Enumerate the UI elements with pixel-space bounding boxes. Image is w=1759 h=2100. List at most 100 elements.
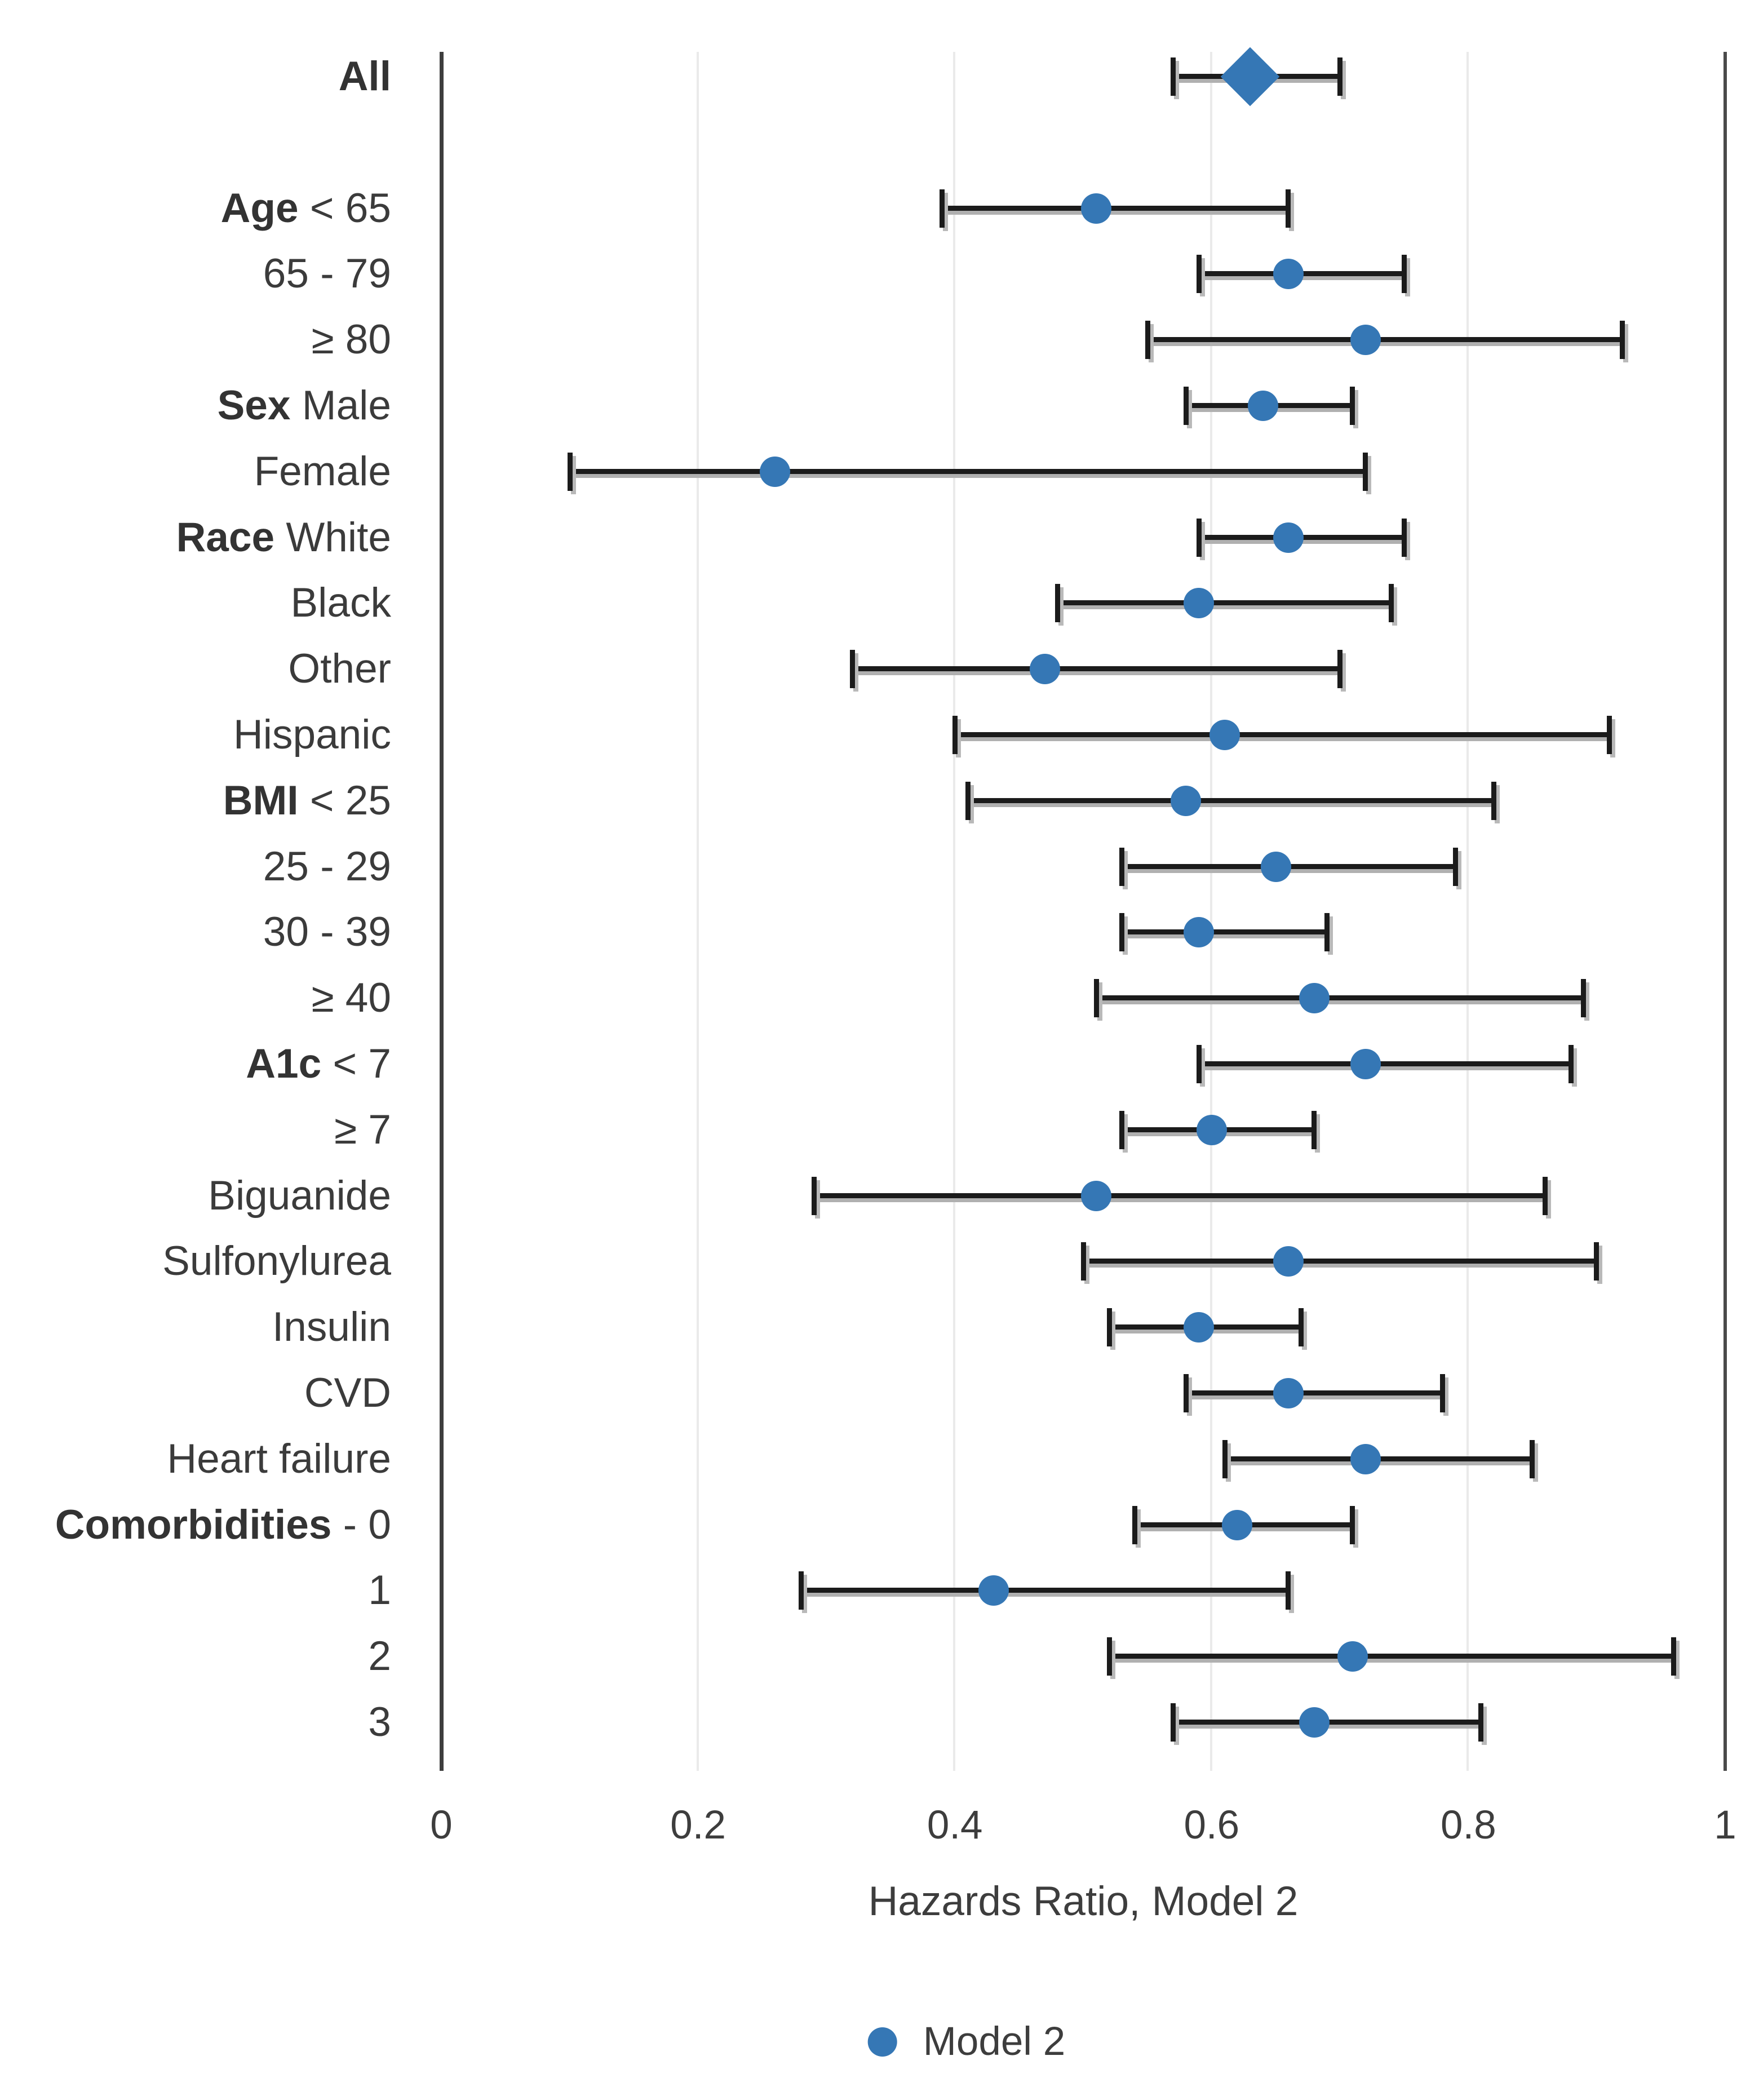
ci-cap-right — [1606, 716, 1612, 754]
row-label: 25 - 29 — [0, 835, 391, 898]
gridline — [1209, 52, 1212, 1771]
ci-cap-left — [1055, 584, 1061, 623]
point-marker-diamond — [1220, 47, 1280, 107]
row-label-text: ≥ 80 — [311, 317, 391, 363]
ci-cap-right — [1312, 1110, 1317, 1149]
row-label-text: Sulfonylurea — [162, 1238, 391, 1284]
ci-cap-right — [1491, 781, 1496, 820]
ci-cap-right — [1568, 1045, 1574, 1083]
legend: Model 2 — [867, 2019, 1065, 2064]
point-marker-circle — [1184, 917, 1215, 948]
row-label-text: < 25 — [298, 777, 391, 823]
row-label-text: < 65 — [298, 185, 391, 231]
x-axis-title: Hazards Ratio, Model 2 — [868, 1879, 1299, 1924]
row-label: Sex Male — [0, 374, 391, 437]
row-label: ≥ 80 — [0, 308, 391, 371]
point-marker-circle — [1184, 1312, 1215, 1343]
row-label: ≥ 7 — [0, 1098, 391, 1162]
point-marker-circle — [1247, 391, 1278, 421]
row-label-text: - 0 — [331, 1501, 391, 1548]
ci-cap-right — [1286, 189, 1291, 228]
ci-line — [967, 798, 1494, 803]
point-marker-circle — [1299, 1707, 1330, 1738]
ci-cap-left — [811, 1176, 817, 1215]
ci-cap-left — [1184, 1374, 1189, 1412]
gridline — [953, 52, 956, 1771]
row-label-text: 3 — [368, 1699, 391, 1745]
row-label-text: Male — [290, 383, 391, 428]
row-label-text: Female — [254, 448, 391, 494]
point-marker-circle — [1171, 785, 1202, 816]
row-label: Age < 65 — [0, 177, 391, 240]
ci-cap-left — [567, 452, 573, 491]
point-marker-circle — [1350, 325, 1381, 356]
ci-cap-right — [1671, 1637, 1676, 1676]
ci-line — [1122, 929, 1327, 935]
row-label: Heart failure — [0, 1428, 391, 1491]
legend-marker-icon — [867, 2027, 897, 2057]
row-label: BMI < 25 — [0, 769, 391, 832]
point-marker-circle — [1273, 259, 1304, 290]
ci-line — [569, 468, 1366, 474]
row-label-text: 25 - 29 — [263, 843, 391, 889]
ci-cap-left — [1081, 1242, 1086, 1281]
plot-right-border-line — [1723, 52, 1727, 1771]
ci-cap-left — [1171, 57, 1176, 96]
ci-cap-left — [940, 189, 945, 228]
row-label: Biguanide — [0, 1164, 391, 1228]
row-label-bold: A1c — [246, 1041, 322, 1087]
row-label: 2 — [0, 1625, 391, 1688]
row-label-bold: BMI — [223, 777, 299, 823]
point-marker-circle — [1299, 983, 1330, 1014]
y-axis-line — [440, 52, 444, 1771]
row-label-text: ≥ 40 — [311, 975, 391, 1021]
point-marker-circle — [1184, 588, 1215, 619]
ci-line — [813, 1193, 1546, 1198]
ci-cap-right — [1337, 57, 1342, 96]
row-label-text: CVD — [304, 1370, 391, 1416]
x-tick-label: 0.2 — [670, 1803, 726, 1848]
row-label-bold: Age — [220, 185, 299, 231]
row-label-text: Biguanide — [208, 1172, 391, 1219]
ci-cap-right — [1478, 1703, 1484, 1742]
ci-line — [1109, 1654, 1674, 1659]
row-label-text: 1 — [368, 1567, 391, 1614]
ci-cap-right — [1324, 913, 1330, 952]
row-label: Race White — [0, 506, 391, 569]
row-label: 30 - 39 — [0, 901, 391, 964]
ci-cap-left — [849, 650, 855, 689]
row-label-bold: Race — [176, 514, 275, 560]
ci-line — [1057, 600, 1392, 606]
ci-cap-left — [952, 716, 958, 754]
ci-cap-right — [1299, 1308, 1304, 1347]
point-marker-circle — [1080, 193, 1111, 224]
ci-cap-right — [1581, 979, 1587, 1018]
ci-cap-left — [1171, 1703, 1176, 1742]
x-tick-label: 0.4 — [927, 1803, 983, 1848]
row-label: 1 — [0, 1559, 391, 1622]
point-marker-circle — [1350, 1443, 1381, 1474]
point-marker-circle — [1337, 1641, 1368, 1672]
point-marker-circle — [1196, 1114, 1227, 1145]
ci-cap-right — [1439, 1374, 1445, 1412]
point-marker-circle — [1273, 1378, 1304, 1408]
ci-cap-right — [1619, 321, 1625, 360]
point-marker-circle — [978, 1575, 1009, 1606]
ci-cap-left — [1106, 1637, 1112, 1676]
point-marker-circle — [1080, 1180, 1111, 1211]
ci-cap-left — [798, 1571, 804, 1610]
ci-cap-left — [1106, 1308, 1112, 1347]
ci-line — [1096, 995, 1584, 1001]
ci-cap-left — [1119, 847, 1125, 886]
ci-line — [1186, 1390, 1443, 1395]
row-label: ≥ 40 — [0, 967, 391, 1030]
row-label: Insulin — [0, 1296, 391, 1359]
point-marker-circle — [1273, 1246, 1304, 1277]
row-label-text: Insulin — [272, 1304, 391, 1350]
row-label: 65 - 79 — [0, 242, 391, 305]
ci-cap-left — [1197, 1045, 1202, 1083]
ci-cap-right — [1337, 650, 1342, 689]
row-label-text: 65 - 79 — [263, 251, 391, 297]
x-tick-label: 1 — [1714, 1803, 1736, 1848]
ci-line — [1199, 1061, 1571, 1066]
